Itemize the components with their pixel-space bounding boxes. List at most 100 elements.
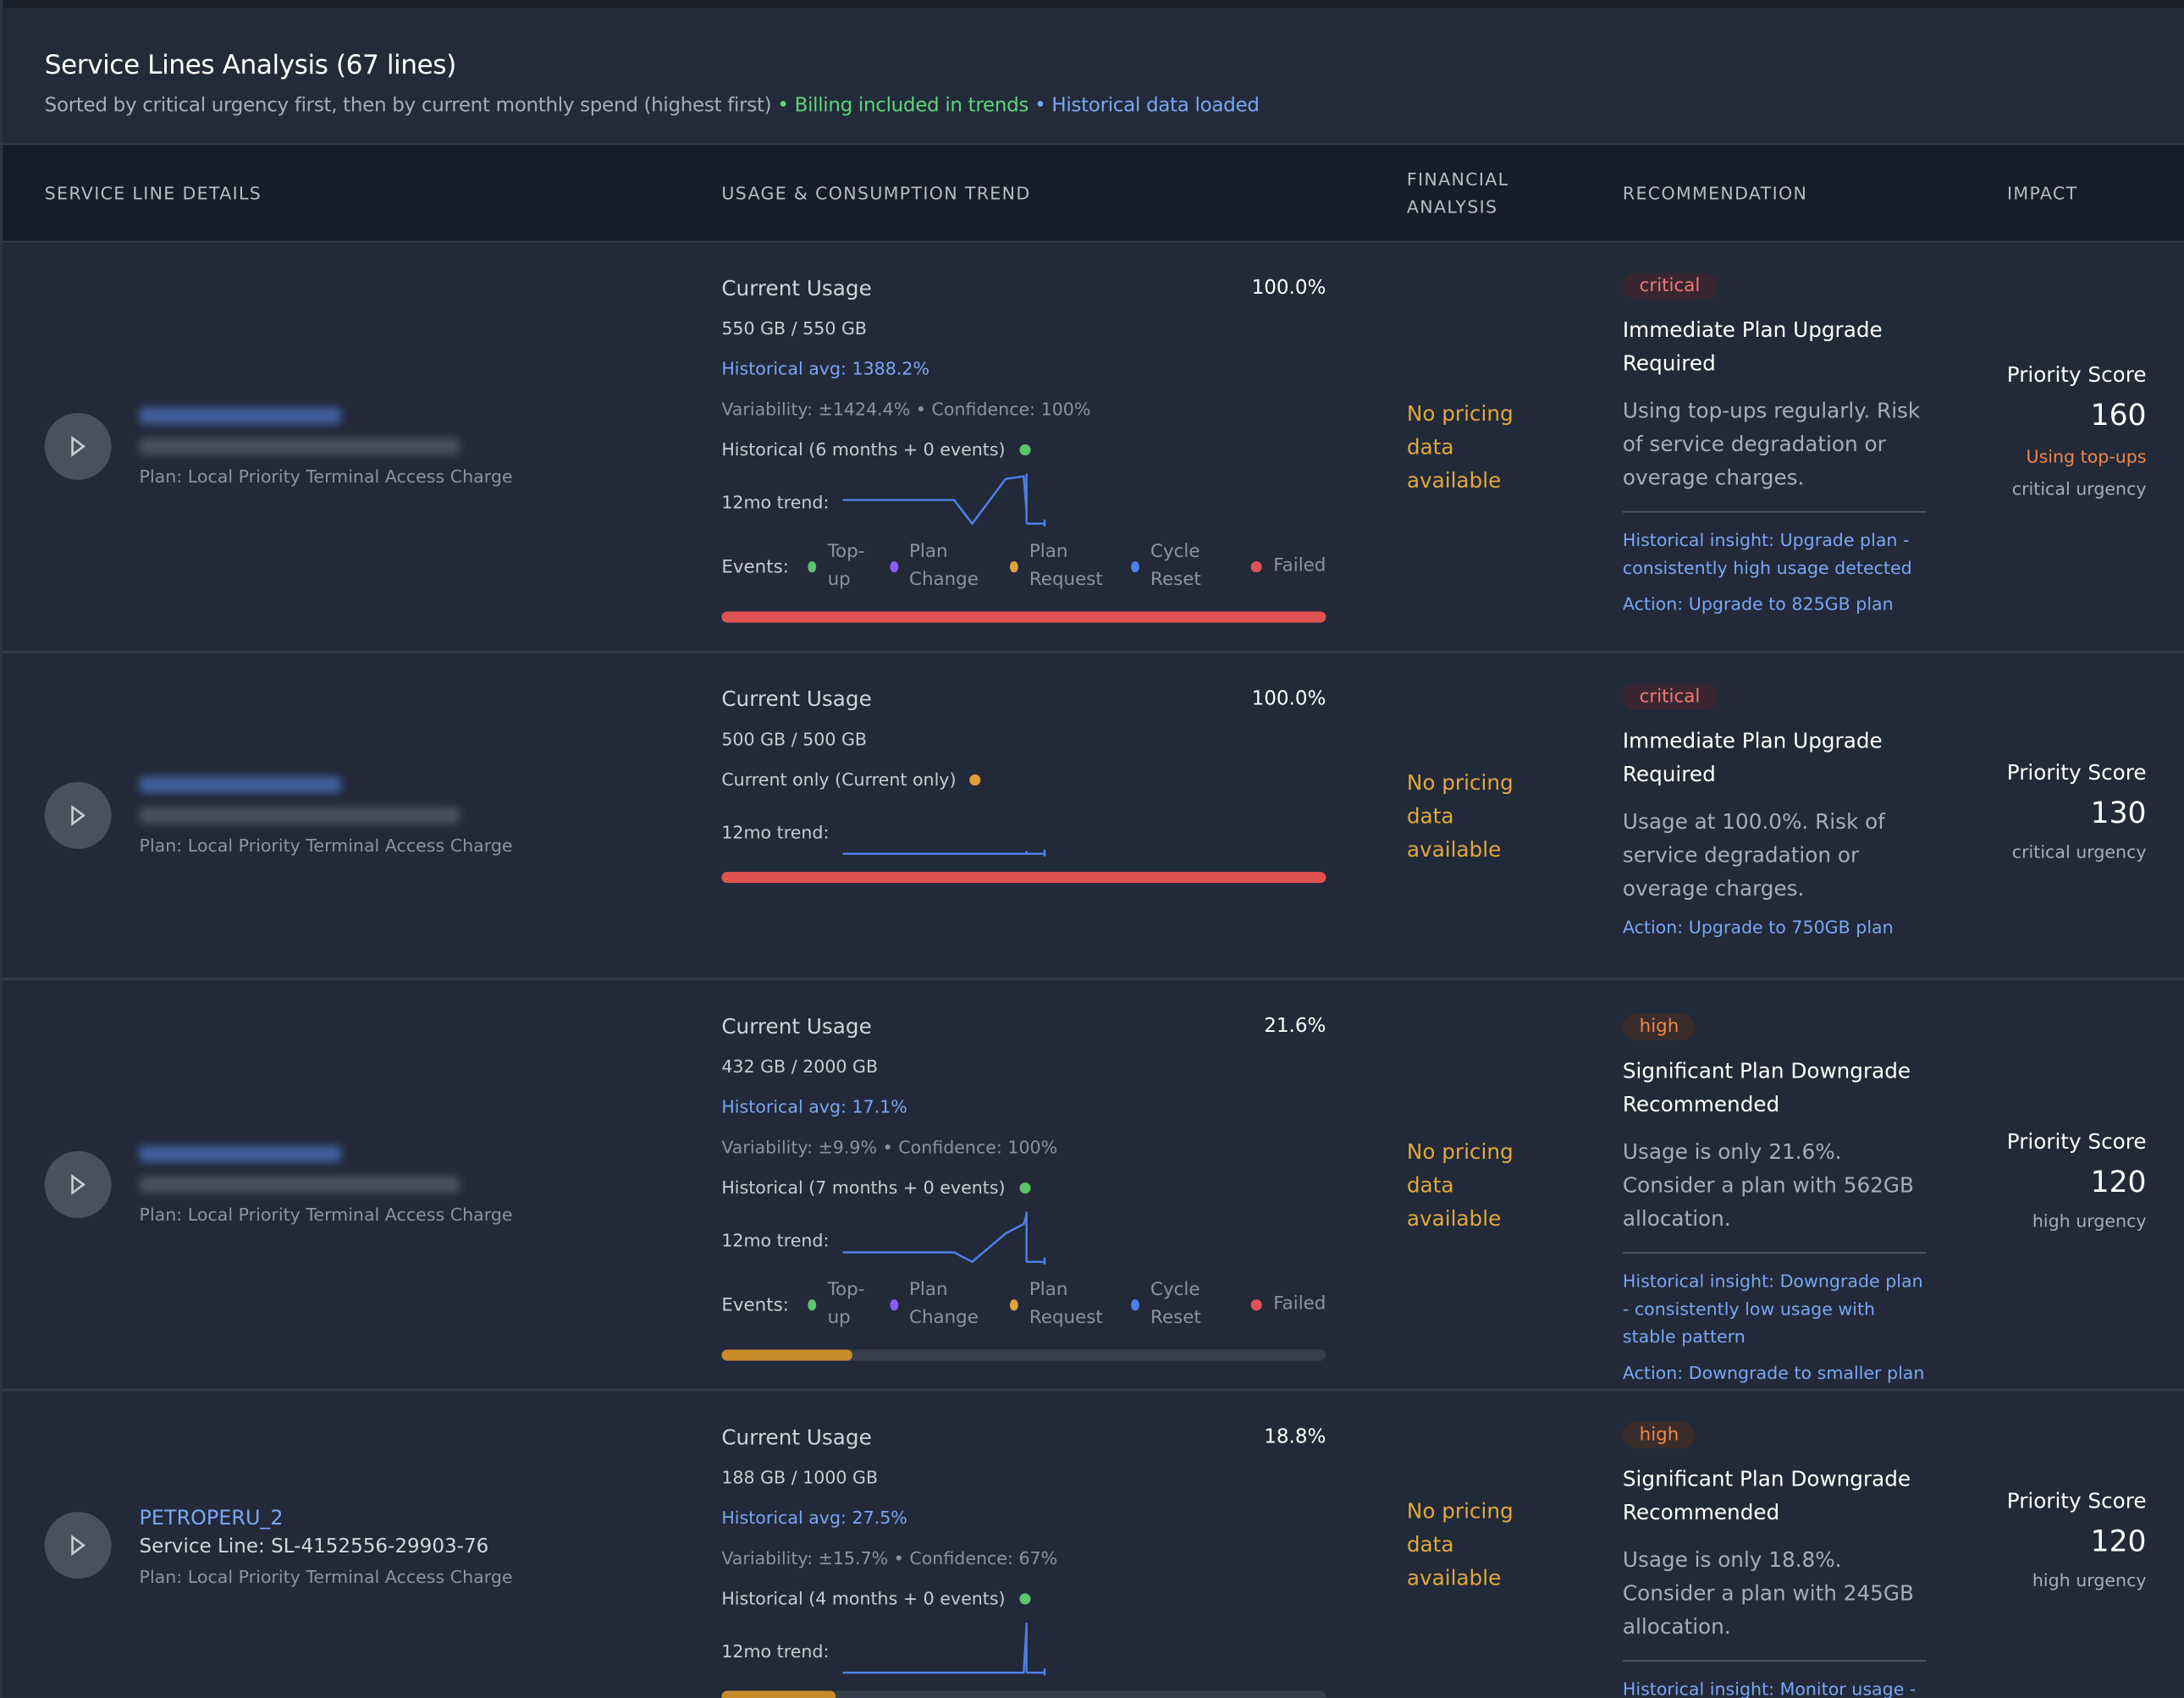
current-usage-label: Current Usage	[721, 1424, 872, 1450]
event-dot-icon	[808, 561, 817, 573]
service-line-details: Plan: Local Priority Terminal Access Cha…	[44, 1144, 513, 1224]
usage-trend: Current Usage 100.0% 500 GB / 500 GB Curren…	[721, 678, 1326, 884]
trend-line	[842, 475, 1029, 526]
panel-header: Service Lines Analysis (67 lines) Sorted…	[3, 0, 2184, 146]
no-pricing-text: data	[1406, 1531, 1454, 1557]
current-usage-label: Current Usage	[721, 1013, 872, 1039]
trend-row: 12mo trend:	[721, 799, 1326, 863]
event-dot-icon	[808, 1299, 817, 1311]
service-line-details: PETROPERU_2 Service Line: SL-4152556-2990…	[44, 1502, 513, 1587]
divider	[1622, 1252, 1927, 1254]
play-icon	[71, 435, 85, 457]
usage-amount: 500 GB / 500 GB	[721, 728, 868, 750]
recommended-action[interactable]: Action: Upgrade to 825GB plan	[1622, 593, 1894, 615]
usage-amount: 432 GB / 2000 GB	[721, 1056, 879, 1077]
historical-info: Historical (4 months + 0 events)	[721, 1578, 1326, 1618]
service-line-name-redacted	[139, 1144, 342, 1162]
urgency-level: high urgency	[2032, 1569, 2147, 1590]
historical-avg: Historical avg: 27.5%	[721, 1507, 907, 1529]
usage-amount: 550 GB / 550 GB	[721, 317, 868, 339]
trend-row: 12mo trend:	[721, 469, 1326, 533]
recommendation-title: Immediate Plan Upgrade Required	[1622, 317, 1883, 377]
trend-sparkline	[842, 473, 1046, 526]
historical-status: • Historical data loaded	[1034, 94, 1260, 118]
table-row[interactable]: PETROPERU_2 Service Line: SL-4152556-2990…	[3, 1392, 2184, 1698]
expand-row-button[interactable]	[44, 1511, 112, 1579]
table-row[interactable]: Plan: Local Priority Terminal Access Cha…	[3, 242, 2184, 653]
service-line-info: Plan: Local Priority Terminal Access Cha…	[139, 1144, 513, 1224]
recommendation-title: Significant Plan Downgrade Recommended	[1622, 1058, 1911, 1117]
events-label: Events:	[721, 556, 789, 578]
event-legend-item: Plan Request	[1010, 1277, 1111, 1333]
historical-avg: Historical avg: 17.1%	[721, 1095, 907, 1117]
trend-row: 12mo trend:	[721, 1618, 1326, 1683]
priority-score: 130	[2090, 796, 2147, 830]
urgency-level: critical urgency	[2011, 477, 2147, 499]
service-line-info: PETROPERU_2 Service Line: SL-4152556-2990…	[140, 1508, 513, 1587]
urgency-badge: critical	[1622, 273, 1718, 300]
no-pricing-text: data	[1406, 1172, 1454, 1198]
historical-insight: Historical insight: Upgrade plan - consi…	[1622, 529, 1912, 578]
historical-label: Historical (6 months + 0 events)	[721, 438, 1006, 460]
event-legend-item: Cycle Reset	[1130, 1277, 1232, 1333]
current-usage: Current Usage 100.0%	[721, 678, 1326, 719]
event-dot-icon	[1010, 1299, 1018, 1311]
event-dot-icon	[1130, 561, 1139, 573]
usage-progress-bar	[721, 1690, 1326, 1698]
recommendation-description: Usage is only 21.6%. Consider a plan wit…	[1622, 1138, 1914, 1232]
table-row[interactable]: Plan: Local Priority Terminal Access Cha…	[3, 653, 2184, 981]
event-label: Plan Request	[1029, 542, 1103, 591]
current-usage: Current Usage 18.8%	[721, 1416, 1326, 1457]
current-usage: Current Usage 100.0%	[721, 267, 1326, 308]
recommended-action[interactable]: Action: Upgrade to 750GB plan	[1622, 916, 1894, 938]
usage-progress-bar	[721, 1349, 1326, 1361]
priority-score-label: Priority Score	[2006, 759, 2147, 785]
usage-percent: 100.0%	[1251, 687, 1326, 710]
usage-amount: 188 GB / 1000 GB	[721, 1466, 879, 1488]
no-pricing-text: No pricing	[1406, 769, 1514, 795]
usage-progress-bar	[721, 611, 1326, 623]
service-line-name[interactable]: PETROPERU_2	[139, 1508, 284, 1530]
service-line-info: Plan: Local Priority Terminal Access Cha…	[139, 406, 513, 486]
priority-score-label: Priority Score	[2006, 1488, 2147, 1514]
event-legend-item: Plan Change	[890, 1277, 990, 1333]
service-line-name-redacted	[139, 775, 342, 793]
usage-progress-fill	[721, 611, 1326, 623]
event-label: Cycle Reset	[1150, 1280, 1201, 1329]
variability: Variability: ±1424.4% • Confidence: 100%	[721, 398, 1091, 420]
event-legend-item: Failed	[1250, 553, 1326, 581]
no-pricing-text: No pricing	[1406, 400, 1514, 426]
historical-info: Historical (7 months + 0 events)	[721, 1167, 1326, 1208]
table-header: SERVICE LINE DETAILS USAGE & CONSUMPTION…	[3, 145, 2184, 243]
events-label: Events:	[721, 1294, 789, 1316]
recommended-action[interactable]: Action: Downgrade to smaller plan	[1622, 1362, 1925, 1383]
current-usage-label: Current Usage	[721, 274, 872, 300]
expand-row-button[interactable]	[44, 781, 112, 849]
trend-sparkline	[842, 1211, 1046, 1265]
event-dot-icon	[1250, 561, 1263, 573]
col-financial: FINANCIAL ANALYSIS	[1406, 168, 1509, 217]
current-usage-label: Current Usage	[721, 686, 872, 711]
expand-row-button[interactable]	[44, 1150, 112, 1218]
expand-row-button[interactable]	[44, 412, 112, 480]
impact: Priority Score 120 high urgency	[2007, 1128, 2147, 1230]
table-row[interactable]: Plan: Local Priority Terminal Access Cha…	[3, 980, 2184, 1392]
topups-indicator: Using top-ups	[2026, 445, 2147, 466]
trend-label: 12mo trend:	[721, 1229, 830, 1250]
service-line-id-redacted	[139, 806, 460, 824]
variability: Variability: ±9.9% • Confidence: 100%	[721, 1136, 1058, 1158]
col-usage: USAGE & CONSUMPTION TREND	[721, 181, 1031, 203]
event-label: Top-up	[827, 542, 865, 591]
no-pricing-text: data	[1406, 433, 1454, 460]
impact: Priority Score 130 critical urgency	[2007, 759, 2147, 861]
col-impact: IMPACT	[2007, 181, 2078, 203]
event-label: Plan Change	[909, 542, 979, 591]
sort-description: Sorted by critical urgency first, then b…	[44, 94, 772, 118]
trend-row: 12mo trend:	[721, 1208, 1326, 1272]
urgency-badge: high	[1622, 1013, 1696, 1041]
trend-line	[842, 1625, 1029, 1674]
play-icon	[71, 804, 85, 826]
recommendation-title: Significant Plan Downgrade Recommended	[1622, 1466, 1911, 1525]
status-dot-icon	[1019, 1592, 1031, 1604]
